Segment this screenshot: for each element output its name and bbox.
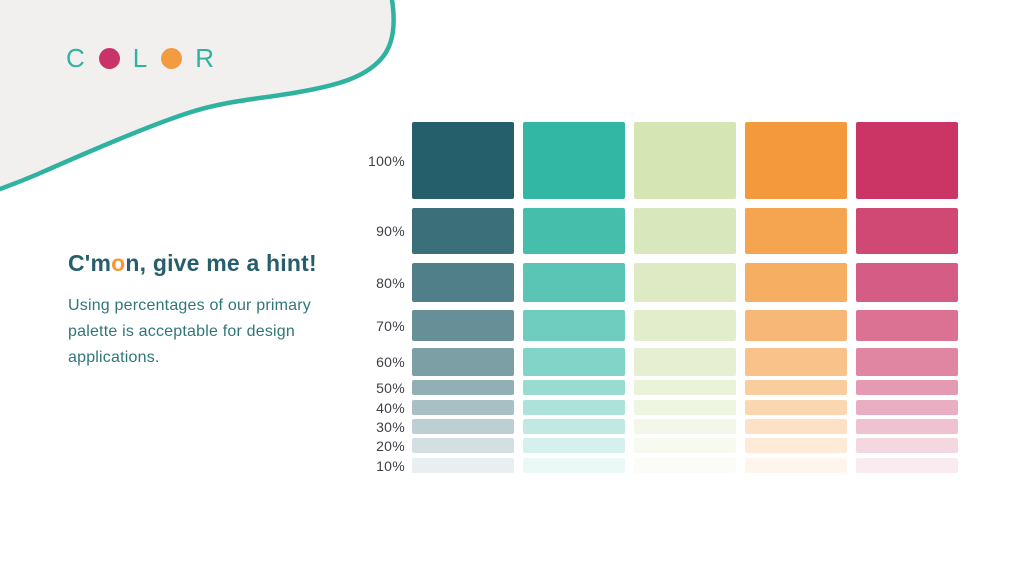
swatch-pink-30 <box>856 419 958 434</box>
swatch-dark-teal-40 <box>412 400 514 415</box>
teal-curve <box>0 0 396 192</box>
swatch-dark-teal-50 <box>412 380 514 395</box>
swatch-light-green-10 <box>634 458 736 473</box>
tint-row-30: 30% <box>360 418 960 435</box>
swatch-pink-80 <box>856 263 958 302</box>
swatch-teal-80 <box>523 263 625 302</box>
swatch-teal-40 <box>523 400 625 415</box>
swatch-teal-100 <box>523 122 625 199</box>
tint-row-label: 30% <box>376 418 405 435</box>
swatch-orange-80 <box>745 263 847 302</box>
tint-row-label: 10% <box>376 457 405 474</box>
swatch-light-green-50 <box>634 380 736 395</box>
tint-row-100: 100% <box>360 122 960 199</box>
swatch-orange-10 <box>745 458 847 473</box>
swatch-dark-teal-60 <box>412 348 514 376</box>
tint-row-label: 40% <box>376 399 405 416</box>
intro-body-line: applications. <box>68 349 160 366</box>
tint-row-label: 50% <box>376 379 405 396</box>
swatch-pink-90 <box>856 208 958 254</box>
swatch-light-green-60 <box>634 348 736 376</box>
page-title: C'mon, give me a hint! <box>68 250 348 277</box>
swatch-pink-40 <box>856 400 958 415</box>
swatch-orange-50 <box>745 380 847 395</box>
swatch-dark-teal-80 <box>412 263 514 302</box>
tint-row-label: 80% <box>376 274 405 291</box>
tint-row-10: 10% <box>360 457 960 474</box>
swatch-light-green-70 <box>634 310 736 341</box>
orange-dot-icon <box>161 47 183 69</box>
swatch-teal-10 <box>523 458 625 473</box>
swatch-teal-30 <box>523 419 625 434</box>
tint-row-60: 60% <box>360 348 960 376</box>
intro-body-line: palette is acceptable for design <box>68 323 295 340</box>
swatch-light-green-80 <box>634 263 736 302</box>
swatch-orange-40 <box>745 400 847 415</box>
swatch-teal-70 <box>523 310 625 341</box>
swatch-teal-20 <box>523 438 625 453</box>
tint-row-label: 70% <box>376 317 405 334</box>
swatch-pink-10 <box>856 458 958 473</box>
tint-row-20: 20% <box>360 437 960 454</box>
swatch-teal-60 <box>523 348 625 376</box>
heading-pre: C'm <box>68 250 112 276</box>
swatch-pink-50 <box>856 380 958 395</box>
swatch-light-green-100 <box>634 122 736 199</box>
swatch-pink-100 <box>856 122 958 199</box>
swatch-orange-20 <box>745 438 847 453</box>
swatch-orange-100 <box>745 122 847 199</box>
swatch-pink-60 <box>856 348 958 376</box>
swatch-dark-teal-10 <box>412 458 514 473</box>
heading-post: n, give me a hint! <box>125 250 317 276</box>
swatch-dark-teal-70 <box>412 310 514 341</box>
logo-letter-c: C <box>66 43 86 73</box>
swatch-light-green-30 <box>634 419 736 434</box>
swatch-dark-teal-100 <box>412 122 514 199</box>
swatch-light-green-20 <box>634 438 736 453</box>
swatch-pink-70 <box>856 310 958 341</box>
swatch-orange-30 <box>745 419 847 434</box>
tint-palette-grid: 100% 90% 80% 70% 60% 50% 40% 30% 20% 10% <box>360 122 960 474</box>
tint-row-50: 50% <box>360 379 960 396</box>
logo-letter-r: R <box>195 43 216 73</box>
intro-text-block: C'mon, give me a hint! Using percentages… <box>68 250 348 371</box>
swatch-orange-70 <box>745 310 847 341</box>
intro-body-line: Using percentages of our primary <box>68 297 311 314</box>
swatch-light-green-90 <box>634 208 736 254</box>
tint-row-40: 40% <box>360 399 960 416</box>
swatch-dark-teal-30 <box>412 419 514 434</box>
tint-row-label: 90% <box>376 223 405 239</box>
logo-letter-l: L <box>132 43 149 73</box>
tint-row-label: 100% <box>367 152 405 169</box>
tint-row-80: 80% <box>360 263 960 302</box>
tint-row-label: 60% <box>376 354 405 370</box>
swatch-teal-50 <box>523 380 625 395</box>
swatch-teal-90 <box>523 208 625 254</box>
intro-body: Using percentages of our primary palette… <box>68 293 348 371</box>
swatch-orange-90 <box>745 208 847 254</box>
pink-dot-icon <box>98 47 120 69</box>
swatch-dark-teal-20 <box>412 438 514 453</box>
swatch-dark-teal-90 <box>412 208 514 254</box>
tint-row-70: 70% <box>360 310 960 341</box>
heading-accent-letter: o <box>111 250 126 276</box>
tint-row-label: 20% <box>376 437 405 454</box>
swatch-orange-60 <box>745 348 847 376</box>
tint-row-90: 90% <box>360 208 960 254</box>
blob-shape <box>0 0 394 189</box>
swatch-light-green-40 <box>634 400 736 415</box>
swatch-pink-20 <box>856 438 958 453</box>
